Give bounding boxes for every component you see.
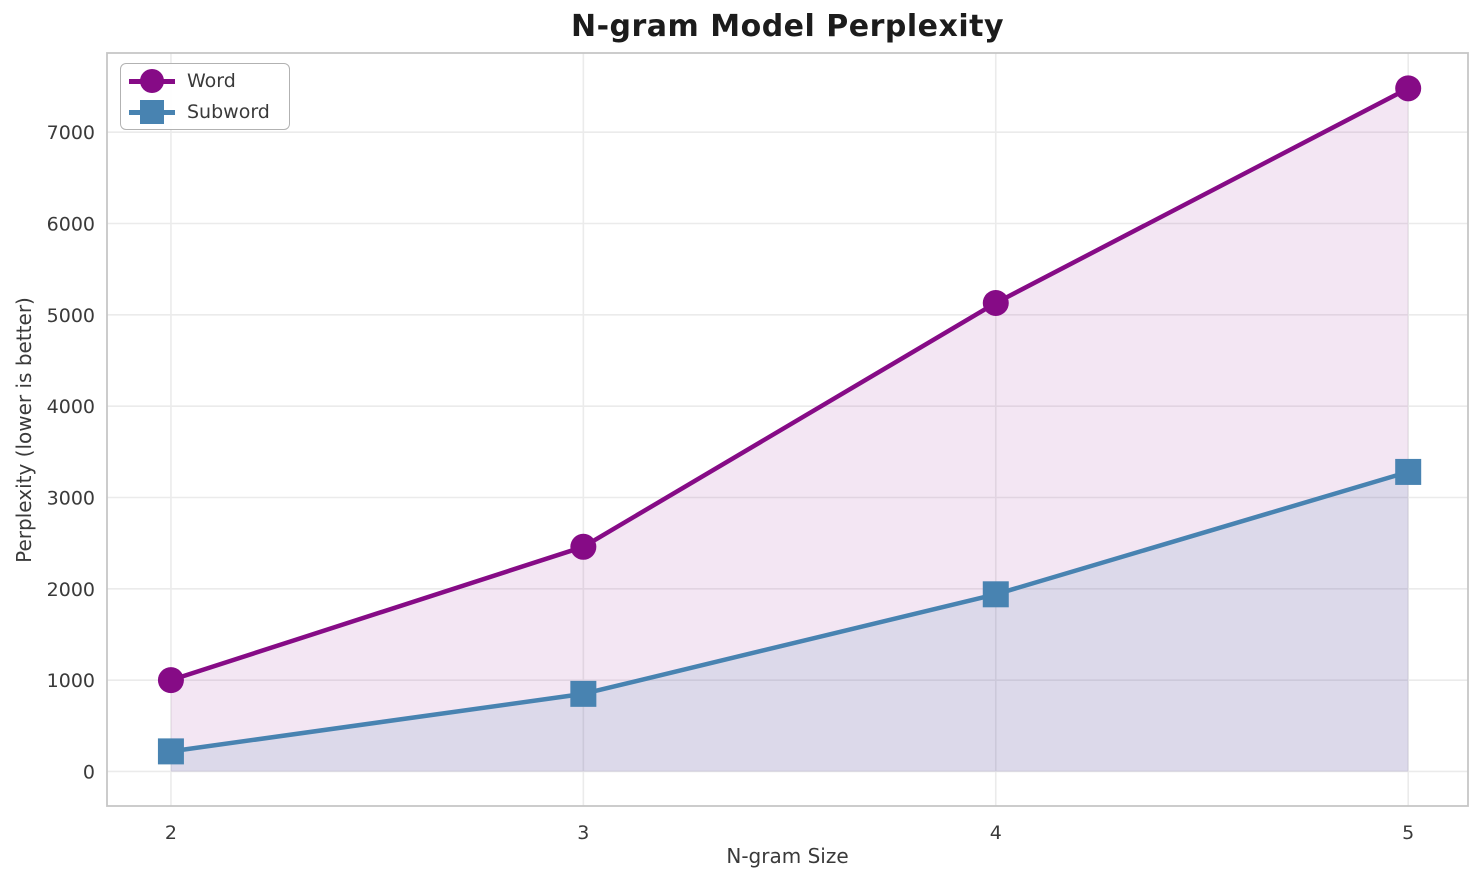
x-tick-label: 4: [990, 822, 1002, 844]
y-tick-label: 6000: [47, 214, 95, 236]
series-area-subword: [170, 471, 1409, 772]
series-line-subword: [168, 469, 1411, 754]
y-tick-label: 7000: [47, 122, 95, 144]
data-point-word: [1395, 75, 1422, 102]
legend-circle-marker-icon: [129, 68, 175, 95]
x-tick-label: 2: [165, 822, 177, 844]
y-tick-label: 2000: [47, 579, 95, 601]
legend-label: Word: [187, 69, 236, 92]
data-point-word: [157, 667, 184, 694]
y-tick-label: 3000: [47, 487, 95, 509]
y-axis-label: Perplexity (lower is better): [12, 297, 36, 563]
y-tick-label: 1000: [47, 670, 95, 692]
data-point-subword: [1395, 458, 1422, 485]
x-tick-label: 3: [577, 822, 589, 844]
legend-item-subword: Subword: [129, 99, 279, 126]
data-point-subword: [982, 581, 1009, 608]
data-point-subword: [570, 680, 597, 707]
data-point-word: [982, 289, 1009, 316]
chart-title: N-gram Model Perplexity: [570, 9, 1005, 44]
legend-item-word: Word: [129, 68, 279, 95]
x-axis-label: N-gram Size: [726, 844, 849, 868]
series-line-word: [168, 86, 1411, 683]
x-tick-label: 5: [1402, 822, 1414, 844]
legend: Word Subword: [120, 63, 290, 130]
y-tick-label: 0: [83, 761, 95, 783]
plot-spines: [106, 52, 1469, 807]
legend-label: Subword: [187, 100, 270, 123]
series-area-word: [170, 88, 1409, 772]
data-point-subword: [157, 738, 184, 765]
y-tick-label: 5000: [47, 305, 95, 327]
legend-square-marker-icon: [129, 99, 175, 126]
data-point-word: [570, 533, 597, 560]
y-tick-label: 4000: [47, 396, 95, 418]
